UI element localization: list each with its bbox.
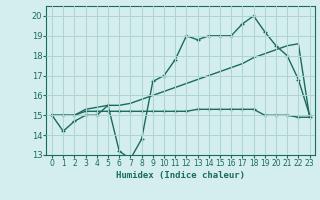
X-axis label: Humidex (Indice chaleur): Humidex (Indice chaleur) <box>116 171 245 180</box>
